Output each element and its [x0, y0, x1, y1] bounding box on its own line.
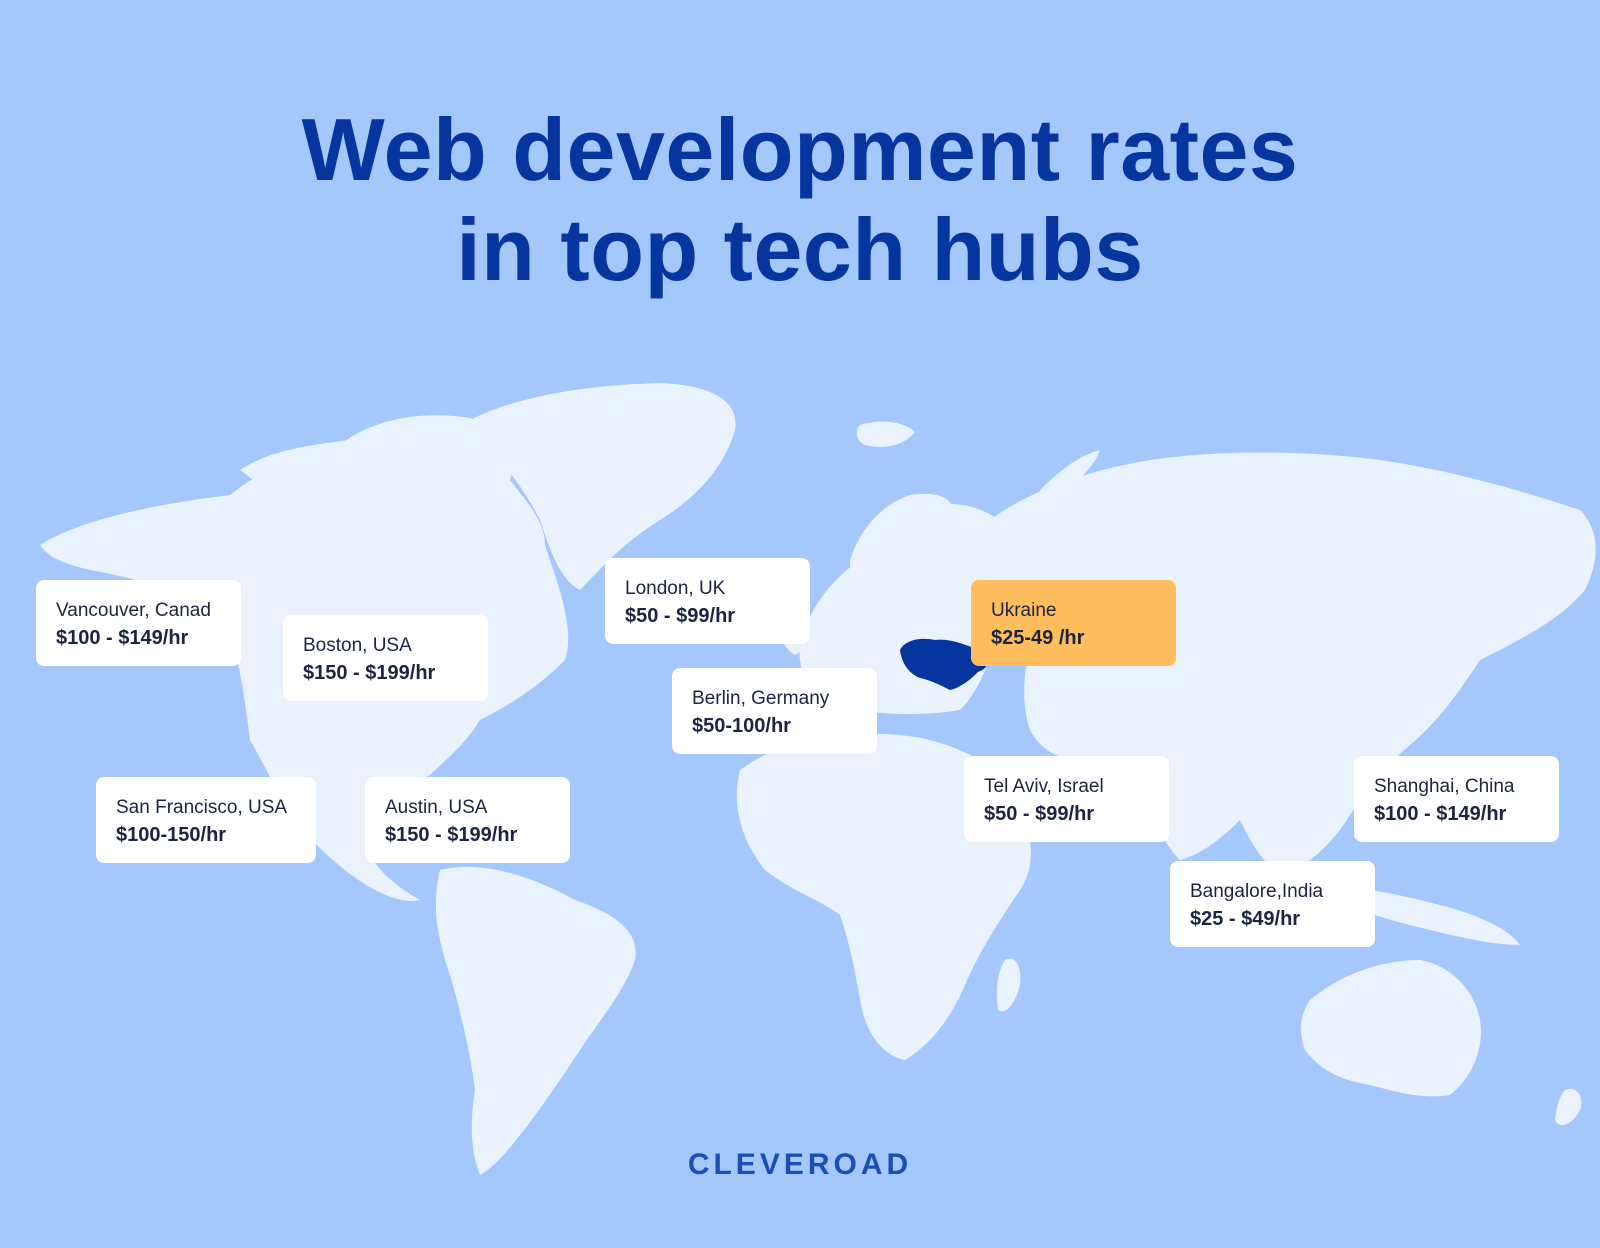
- japan: [1420, 640, 1452, 710]
- brand-logo: CLEVEROAD: [687, 1148, 913, 1181]
- location-rate: $25-49 /hr: [991, 627, 1085, 649]
- location-rate: $100 - $149/hr: [1374, 803, 1507, 825]
- australia: [1300, 960, 1481, 1097]
- location-city: Boston, USA: [303, 635, 412, 656]
- new-zealand: [1555, 1088, 1582, 1126]
- novaya-zemlya: [1040, 450, 1100, 498]
- location-rate: $25 - $49/hr: [1190, 908, 1301, 930]
- scandinavia: [850, 493, 953, 603]
- title-line-1: Web development rates: [301, 100, 1299, 199]
- indonesia: [1330, 888, 1520, 945]
- location-card-san-francisco: San Francisco, USA $100-150/hr: [96, 777, 316, 863]
- madagascar: [996, 958, 1021, 1012]
- location-rate: $100 - $149/hr: [56, 627, 189, 649]
- location-card-ukraine: Ukraine $25-49 /hr: [971, 580, 1176, 666]
- location-city: London, UK: [625, 578, 726, 599]
- location-city: Berlin, Germany: [692, 688, 830, 709]
- location-card-bangalore: Bangalore,India $25 - $49/hr: [1170, 861, 1375, 947]
- location-city: Ukraine: [991, 600, 1057, 621]
- location-rate: $50-100/hr: [692, 715, 791, 737]
- greenland: [470, 383, 736, 590]
- africa: [736, 733, 1031, 1060]
- location-city: Tel Aviv, Israel: [984, 776, 1104, 797]
- location-card-shanghai: Shanghai, China $100 - $149/hr: [1354, 756, 1559, 842]
- ukraine-highlight: [900, 638, 989, 690]
- location-city: Shanghai, China: [1374, 776, 1515, 797]
- location-rate: $100-150/hr: [116, 824, 227, 846]
- page-title: Web development rates in top tech hubs: [0, 100, 1600, 300]
- location-card-austin: Austin, USA $150 - $199/hr: [365, 777, 570, 863]
- location-card-vancouver: Vancouver, Canad $100 - $149/hr: [36, 580, 241, 666]
- location-rate: $50 - $99/hr: [625, 605, 736, 627]
- location-city: Vancouver, Canad: [56, 600, 211, 621]
- location-rate: $50 - $99/hr: [984, 803, 1095, 825]
- location-rate: $150 - $199/hr: [303, 662, 436, 684]
- location-city: Bangalore,India: [1190, 881, 1324, 902]
- south-america: [435, 866, 636, 1175]
- arctic-islands: [240, 418, 440, 485]
- location-card-tel-aviv: Tel Aviv, Israel $50 - $99/hr: [964, 756, 1169, 842]
- svalbard: [856, 421, 915, 447]
- location-city: Austin, USA: [385, 797, 488, 818]
- location-city: San Francisco, USA: [116, 797, 288, 818]
- location-card-berlin: Berlin, Germany $50-100/hr: [672, 668, 877, 754]
- location-card-london: London, UK $50 - $99/hr: [605, 558, 810, 644]
- title-line-2: in top tech hubs: [456, 200, 1144, 299]
- location-rate: $150 - $199/hr: [385, 824, 518, 846]
- location-card-boston: Boston, USA $150 - $199/hr: [283, 615, 488, 701]
